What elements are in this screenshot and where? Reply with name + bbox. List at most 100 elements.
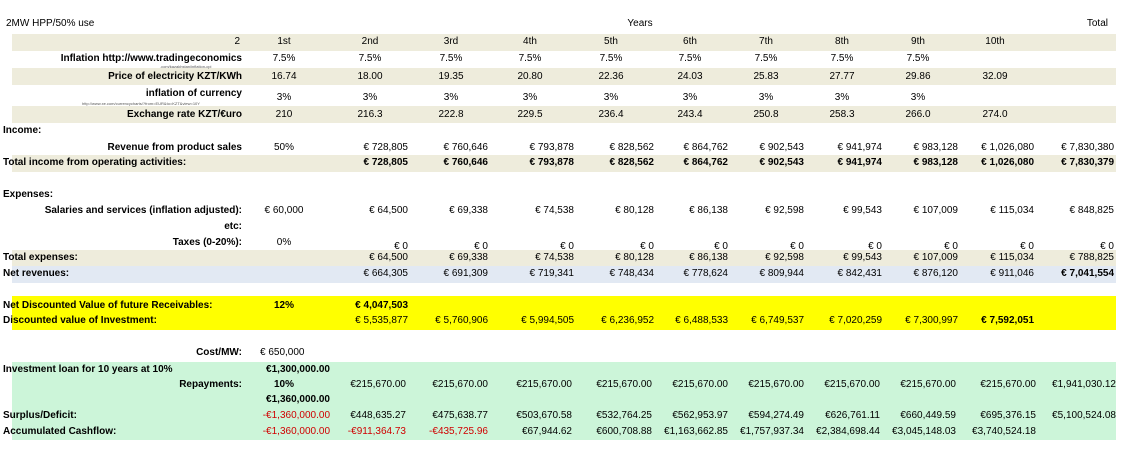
loan-balance-row: €1,360,000.00 (12, 392, 1116, 408)
total-expenses-cell: € 99,543 (843, 252, 882, 263)
repayment-cell: €215,670.00 (350, 379, 406, 390)
total-expenses-cell: € 69,338 (449, 252, 488, 263)
salaries-cell: € 92,598 (765, 205, 804, 216)
surplus-label: Surplus/Deficit: (3, 410, 77, 421)
dvi-cell: € 5,760,906 (435, 315, 488, 326)
cashflow-cell: €2,384,698.44 (816, 426, 880, 437)
total-expenses-cell: € 107,009 (913, 252, 959, 263)
surplus-row: Surplus/Deficit: -€1,360,000.00 €448,635… (3, 408, 1116, 424)
taxes-total: € 0 (1100, 241, 1114, 252)
band-price-row (12, 68, 1116, 85)
dvi-cell: € 6,488,533 (675, 315, 728, 326)
cashflow-cell: €600,708.88 (596, 426, 652, 437)
price-cell: 19.35 (438, 71, 464, 82)
salaries-cell: € 80,128 (615, 205, 654, 216)
loan-balance-value: €1,360,000.00 (266, 394, 330, 405)
revenue-cell: € 983,128 (913, 142, 959, 153)
price-cell: 29.86 (905, 71, 931, 82)
taxes-cell: € 0 (944, 241, 958, 252)
cost-label: Cost/MW: (196, 347, 242, 358)
dvi-label: Discounted value of Investment: (3, 315, 157, 326)
taxes-cell: € 0 (714, 241, 728, 252)
repayments-row: Repayments: 10% €215,670.00 €215,670.00 … (12, 377, 1116, 393)
currency-inflation-cell: 3% (910, 92, 926, 103)
total-expenses-cell: € 86,138 (689, 252, 728, 263)
sheet-title: 2MW HPP/50% use (6, 18, 95, 29)
total-income-label: Total income from operating activities: (3, 157, 187, 168)
exchange-cell: 222.8 (438, 109, 464, 120)
year-cell: 2nd (361, 36, 379, 47)
net-revenues-cell: € 911,046 (990, 268, 1034, 279)
net-revenues-cell: € 748,434 (609, 268, 655, 279)
year-row-label: 2 (234, 36, 240, 47)
cashflow-first: -€1,360,000.00 (262, 426, 330, 437)
taxes-cell: € 0 (640, 241, 654, 252)
exchange-cell: 229.5 (517, 109, 543, 120)
revenue-cell: € 760,646 (443, 142, 489, 153)
cost-value: € 650,000 (260, 347, 305, 358)
etc-label: etc: (224, 221, 242, 232)
loan-label: Investment loan for 10 years at 10% (3, 364, 173, 375)
year-cell: 3rd (443, 36, 459, 47)
repayments-rate: 10% (273, 379, 294, 390)
salaries-first: € 60,000 (264, 205, 304, 216)
repayment-cell: €215,670.00 (432, 379, 488, 390)
revenue-cell: € 728,805 (363, 142, 409, 153)
band-exchange-row (12, 106, 1116, 123)
expenses-heading-row: Expenses: (3, 187, 1116, 203)
repayment-cell: €215,670.00 (516, 379, 572, 390)
repayment-cell: €215,670.00 (596, 379, 652, 390)
band-loan (12, 362, 1116, 440)
repayment-cell: €215,670.00 (980, 379, 1036, 390)
salaries-label: Salaries and services (inflation adjuste… (44, 205, 242, 216)
salaries-cell: € 107,009 (913, 205, 959, 216)
cashflow-cell: €67,944.62 (521, 426, 572, 437)
taxes-first: 0% (276, 237, 292, 248)
price-cell: 20.80 (517, 71, 543, 82)
surplus-cell: €626,761.11 (825, 410, 880, 421)
dvi-row: Discounted value of Investment: € 5,535,… (3, 313, 1116, 329)
net-revenues-cell: € 691,309 (443, 268, 489, 279)
repayment-cell: €215,670.00 (672, 379, 728, 390)
taxes-row: Taxes (0-20%): 0% € 0 € 0 € 0 € 0 € 0 € … (12, 235, 1116, 252)
surplus-cell: €562,953.97 (672, 410, 728, 421)
net-revenues-cell: € 719,341 (529, 268, 575, 279)
dvi-cell: € 6,236,952 (601, 315, 654, 326)
currency-inflation-cell: 3% (834, 92, 850, 103)
inflation-url-note: .com/kazakhstan/inflation-cpi (160, 64, 212, 69)
net-revenues-cell: € 664,305 (363, 268, 409, 279)
ndv-row: Net Discounted Value of future Receivabl… (3, 298, 1116, 314)
dvi-cell: € 7,020,259 (829, 315, 882, 326)
salaries-cell: € 69,338 (449, 205, 488, 216)
year-cell: 9th (911, 36, 925, 47)
exchange-cell: 250.8 (753, 109, 779, 120)
currency-inflation-cell: 3% (603, 92, 619, 103)
header-row: 2MW HPP/50% use Years Total (6, 16, 1116, 32)
total-income-cell: € 902,543 (759, 157, 805, 168)
inflation-label: Inflation http://www.tradingeconomics (60, 53, 242, 64)
surplus-first: -€1,360,000.00 (262, 410, 330, 421)
total-expenses-row: Total expenses: € 64,500 € 69,338 € 74,5… (3, 250, 1116, 266)
salaries-total: € 848,825 (1069, 205, 1115, 216)
loan-row: Investment loan for 10 years at 10% €1,3… (3, 362, 1116, 378)
total-income-total: € 7,830,379 (1061, 157, 1114, 168)
inflation-cell (967, 51, 1023, 67)
price-row: Price of electricity KZT/KWh 16.74 18.00… (12, 69, 1116, 85)
income-heading-row: Income: (3, 123, 1116, 139)
surplus-cell: €448,635.27 (350, 410, 406, 421)
band-year-row (12, 34, 1116, 51)
inflation-cell: 7.5% (518, 53, 542, 64)
price-label: Price of electricity KZT/KWh (108, 71, 242, 82)
taxes-cell: € 0 (868, 241, 882, 252)
ndv-label: Net Discounted Value of future Receivabl… (3, 300, 213, 311)
exchange-label: Exchange rate KZT/€uro (126, 109, 242, 120)
exchange-cell: 216.3 (357, 109, 383, 120)
salaries-cell: € 115,034 (990, 205, 1034, 216)
revenue-cell: € 902,543 (759, 142, 805, 153)
year-cell: 10th (985, 36, 1005, 47)
revenue-cell: € 1,026,080 (981, 142, 1034, 153)
inflation-cell: 7.5% (906, 53, 930, 64)
dvi-cell: € 7,592,051 (981, 315, 1034, 326)
price-cell: 24.03 (677, 71, 703, 82)
salaries-row: Salaries and services (inflation adjuste… (12, 203, 1116, 219)
